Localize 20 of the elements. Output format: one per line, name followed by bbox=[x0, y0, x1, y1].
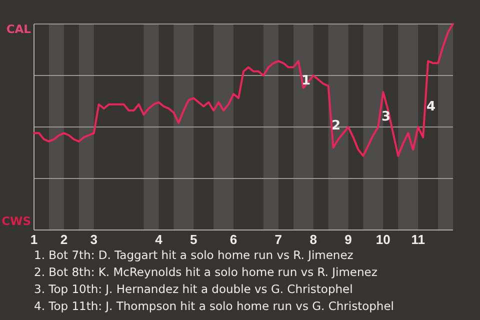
x-tick-label: 11 bbox=[411, 232, 425, 248]
x-tick-label: 2 bbox=[60, 232, 68, 248]
annotation: 3 bbox=[381, 110, 391, 125]
text: CAL bbox=[6, 22, 32, 36]
x-tick-label: 4 bbox=[155, 232, 164, 248]
text: CWS bbox=[2, 214, 31, 228]
x-tick-label: 8 bbox=[310, 232, 317, 248]
x-tick-label: 1 bbox=[30, 232, 38, 248]
x-tick-label: 7 bbox=[274, 232, 282, 248]
x-tick-label: 6 bbox=[230, 232, 238, 248]
x-tick-label: 9 bbox=[344, 232, 352, 248]
text: 4. Top 11th: J. Thompson hit a solo home run vs G. Christophel bbox=[34, 299, 394, 313]
x-tick-label: 5 bbox=[190, 232, 198, 248]
x-tick-label: 10 bbox=[376, 232, 390, 248]
annotation: 2 bbox=[331, 118, 341, 134]
annotation: 4 bbox=[426, 100, 436, 115]
text: 1. Bot 7th: D. Taggart hit a solo home run vs R. Jimenez bbox=[34, 248, 354, 262]
text: 3. Top 10th: J. Hernandez hit a double vs G. Christophel bbox=[34, 282, 353, 296]
x-tick-label: 3 bbox=[90, 232, 98, 248]
text: 2. Bot 8th: K. McReynolds hit a solo home run vs R. Jimenez bbox=[34, 265, 378, 279]
